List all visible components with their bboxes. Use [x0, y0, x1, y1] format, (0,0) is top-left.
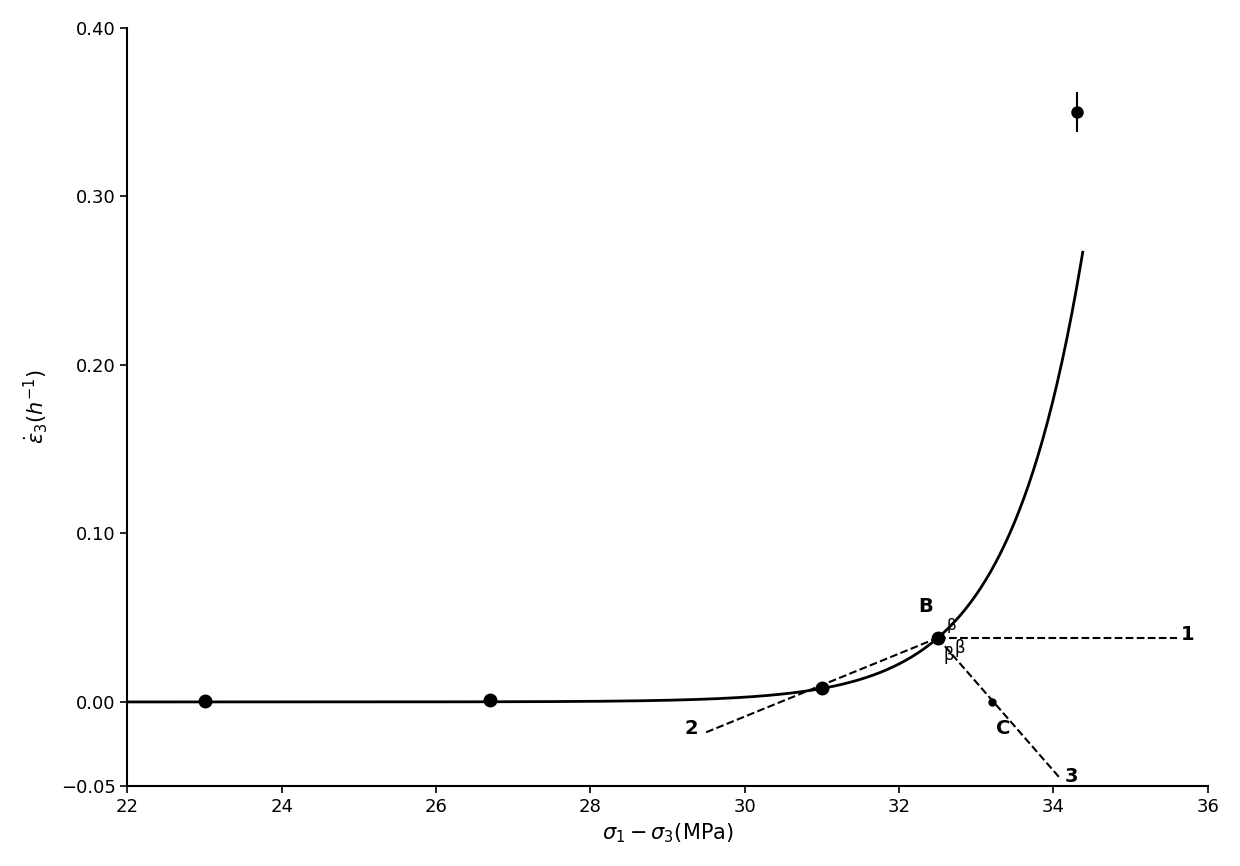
- Text: 3: 3: [1065, 766, 1079, 785]
- X-axis label: $\sigma_1-\sigma_3$(MPa): $\sigma_1-\sigma_3$(MPa): [601, 822, 734, 845]
- Text: β: β: [944, 646, 954, 663]
- Text: β: β: [947, 617, 957, 633]
- Text: β: β: [955, 639, 965, 657]
- Text: B: B: [919, 597, 934, 616]
- Text: 1: 1: [1180, 625, 1194, 644]
- Text: C: C: [996, 719, 1009, 738]
- Text: 2: 2: [684, 720, 698, 739]
- Y-axis label: $\dot{\varepsilon}_3(h^{-1})$: $\dot{\varepsilon}_3(h^{-1})$: [21, 370, 50, 444]
